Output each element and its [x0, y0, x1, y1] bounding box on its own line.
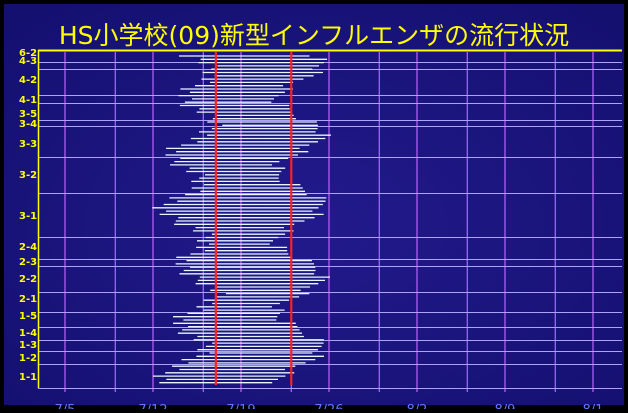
category-label-3-4: 3-4 [19, 119, 37, 130]
x-tick-label: 7/26 [314, 403, 343, 409]
category-label-1-5: 1-5 [19, 311, 37, 322]
category-label-2-4: 2-4 [19, 242, 37, 253]
x-tick-label: 7/12 [138, 403, 167, 409]
category-label-1-2: 1-2 [19, 353, 37, 364]
category-label-1-4: 1-4 [19, 328, 37, 339]
category-label-2-3: 2-3 [19, 257, 37, 268]
category-label-1-1: 1-1 [19, 372, 37, 383]
category-labels: 1-1 1-2 1-31-4 1-5 2-1 2-2 2-3 2-4 3-1 3-2 3-3 3-43… [19, 48, 37, 383]
horizontal-grid [38, 62, 622, 389]
category-label-1-3: 1-3 [19, 340, 37, 351]
x-tick-label: 8/1 [583, 403, 604, 409]
x-tick-label: 7/5 [55, 403, 76, 409]
category-label-3-3: 3-3 [19, 139, 37, 150]
x-tick-labels: 7/5 7/12 7/19 7/26 8/2 8/9 8/1 [55, 403, 604, 413]
category-label-3-1: 3-1 [19, 211, 37, 222]
chart-title: HS小学校(09)新型インフルエンザの流行状況 [59, 21, 569, 50]
category-label-2-2: 2-2 [19, 274, 37, 285]
category-label-3-5: 3-5 [19, 109, 37, 120]
category-label-4-1: 4-1 [19, 95, 37, 106]
category-label-6-2: 6-2 [19, 48, 37, 59]
x-tick-label: 7/19 [226, 403, 255, 409]
reference-lines [214, 52, 293, 385]
category-label-4-3: 4-3 [19, 56, 37, 67]
category-label-3-2: 3-2 [19, 170, 37, 181]
category-label-4-2: 4-2 [19, 75, 37, 86]
category-label-2-1: 2-1 [19, 294, 37, 305]
x-tick-label: 8/9 [495, 403, 516, 409]
x-tick-label: 8/2 [407, 403, 428, 409]
